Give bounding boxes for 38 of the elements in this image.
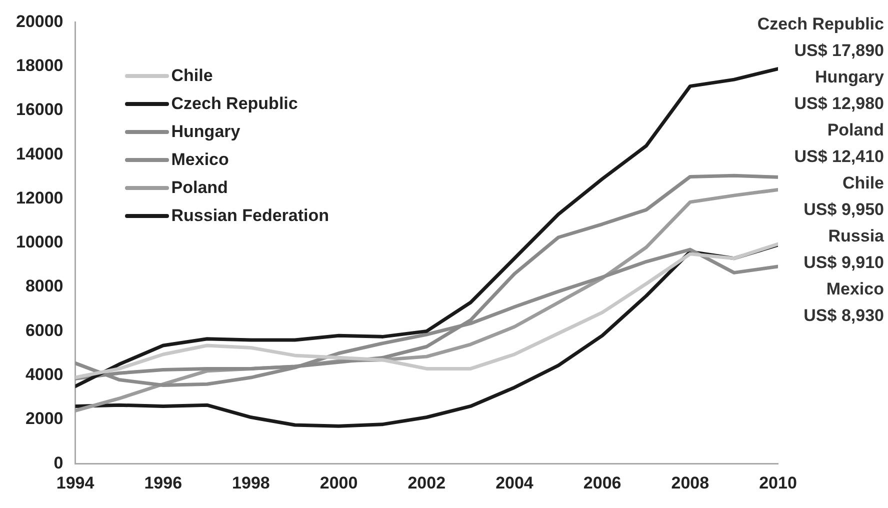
y-tick-label: 20000 [16,12,64,31]
x-tick-label: 2000 [320,473,358,492]
y-tick-label: 0 [54,453,64,472]
y-tick-label: 10000 [16,232,64,252]
x-tick-label: 2006 [583,473,622,492]
y-tick-label: 4000 [25,365,64,384]
text: Russia [828,226,885,246]
text: US$ 12,410 [794,147,884,166]
x-tick-label: 2008 [671,473,710,492]
y-tick-label: 8000 [25,276,64,296]
annotation: Czech Republic [757,14,884,34]
x-tick-label: 1998 [232,473,270,492]
text: US$ 9,910 [804,253,884,272]
y-tick-label: 14000 [16,144,64,164]
text: US$ 9,950 [804,200,884,220]
x-tick-label: 2010 [759,473,797,492]
legend-label: Czech Republic [171,94,298,114]
text: Chile [842,174,884,193]
legend-label: Poland [171,178,228,198]
y-tick-label: 16000 [16,100,64,120]
legend-label: Russian Federation [171,206,330,226]
x-tick-label: 2002 [408,473,446,492]
text: Hungary [815,68,885,87]
text: US$ 8,930 [804,306,884,326]
x-tick-label: 1996 [144,473,182,492]
text: US$ 17,890 [794,41,884,60]
text: US$ 12,980 [794,94,884,114]
y-tick-label: 2000 [25,409,64,428]
y-tick-label: 12000 [16,188,64,208]
legend-label: Hungary [171,122,240,142]
y-tick-label: 18000 [16,56,64,76]
x-tick-label: 1994 [56,473,95,492]
legend-label: Mexico [171,150,229,170]
text: Mexico [826,280,884,299]
x-tick-label: 2004 [496,473,534,492]
y-tick-label: 6000 [25,320,64,340]
text: Poland [827,120,884,140]
legend-label: Chile [171,66,213,86]
